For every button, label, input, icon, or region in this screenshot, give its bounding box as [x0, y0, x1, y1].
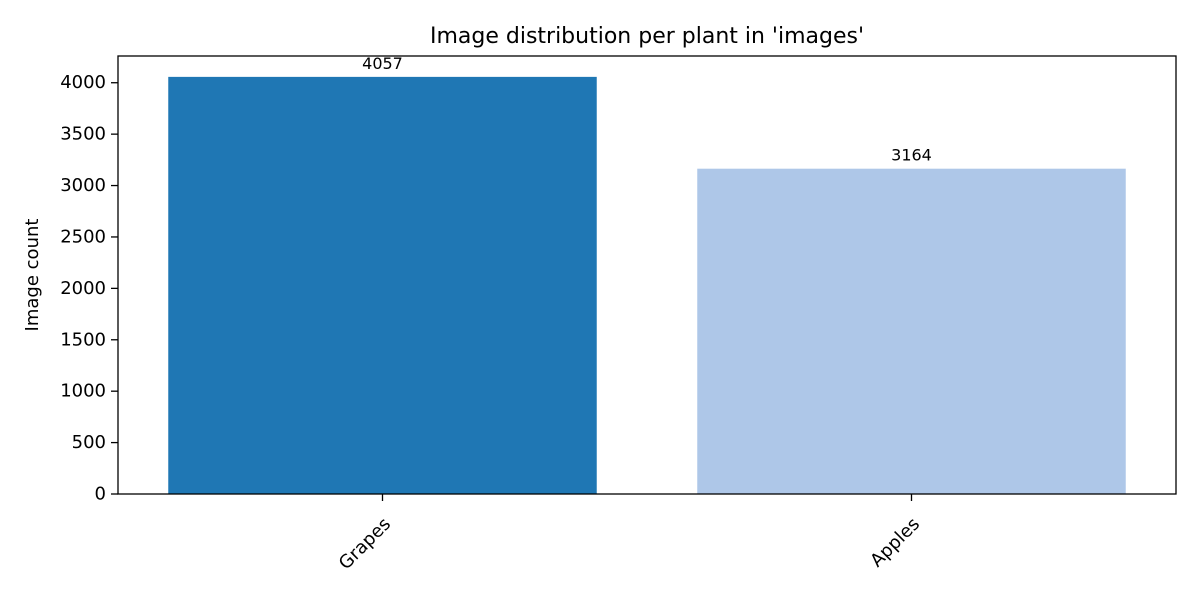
y-tick-label: 500 — [72, 432, 106, 453]
bar-grapes — [168, 76, 597, 495]
y-tick-label: 1000 — [60, 381, 106, 402]
y-tick-label: 1500 — [60, 329, 106, 350]
bar-apples — [697, 168, 1126, 494]
x-tick-label-grapes: Grapes — [335, 514, 395, 574]
y-tick-label: 2000 — [60, 278, 106, 299]
y-tick-label: 3500 — [60, 124, 106, 145]
data-label-grapes: 4057 — [362, 54, 403, 73]
x-axis: Grapes Apples — [335, 494, 924, 574]
y-tick-label: 0 — [95, 484, 106, 505]
bars-group — [168, 76, 1126, 495]
plot-frame — [117, 55, 1177, 495]
data-labels-group: 4057 3164 — [362, 54, 932, 165]
y-axis: 0 500 1000 1500 2000 2500 3000 3500 4000 — [60, 72, 118, 505]
y-tick-label: 4000 — [60, 72, 106, 93]
chart-title: Image distribution per plant in 'images' — [430, 24, 864, 49]
y-tick-label: 2500 — [60, 226, 106, 247]
x-tick-label-apples: Apples — [866, 514, 924, 572]
y-tick-label: 3000 — [60, 175, 106, 196]
data-label-apples: 3164 — [891, 146, 932, 165]
y-axis-label: Image count — [22, 219, 43, 332]
